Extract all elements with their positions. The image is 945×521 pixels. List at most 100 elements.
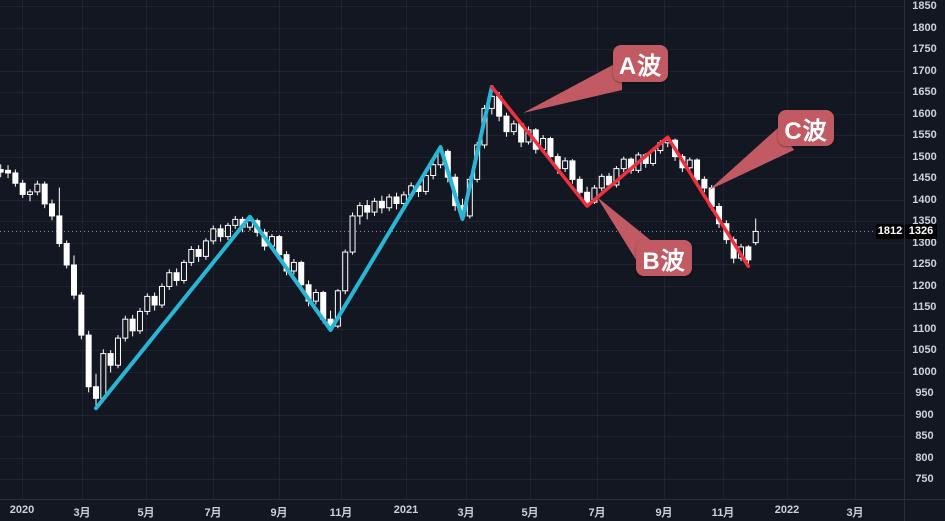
candle[interactable]: [422, 172, 429, 195]
candle[interactable]: [378, 195, 385, 214]
candle[interactable]: [364, 200, 371, 220]
candle[interactable]: [752, 218, 759, 246]
time-axis-label: 3月: [73, 507, 91, 519]
candle[interactable]: [576, 176, 583, 197]
candle[interactable]: [298, 260, 305, 290]
candle[interactable]: [745, 245, 752, 267]
candle[interactable]: [686, 157, 693, 171]
candle-body: [364, 205, 371, 213]
candle[interactable]: [27, 189, 34, 202]
candle[interactable]: [290, 258, 297, 275]
correction-wave-line[interactable]: [490, 85, 751, 269]
price-axis[interactable]: 1850 1800 1750 1700 1650 1600 1550 1500 1450 1400…: [904, 0, 945, 499]
price-axis-label: 1500: [912, 150, 937, 163]
candle[interactable]: [34, 180, 41, 196]
candle[interactable]: [158, 283, 165, 309]
candle[interactable]: [510, 120, 517, 136]
candle-body: [12, 172, 19, 184]
candle[interactable]: [569, 159, 576, 184]
candle[interactable]: [136, 308, 143, 334]
candle-body: [371, 200, 378, 213]
candle[interactable]: [349, 212, 356, 255]
candle[interactable]: [598, 173, 605, 191]
candle[interactable]: [19, 179, 26, 198]
candle[interactable]: [356, 202, 363, 225]
candle-body: [620, 158, 627, 170]
wave-a-badge[interactable]: A波: [613, 45, 668, 82]
candle[interactable]: [188, 246, 195, 266]
candle[interactable]: [312, 289, 319, 305]
candle-body: [34, 183, 41, 193]
candle[interactable]: [71, 255, 77, 300]
price-axis-label: 1800: [912, 21, 937, 34]
candle-body: [701, 178, 708, 189]
candle[interactable]: [92, 373, 99, 409]
time-axis-label: 7月: [204, 507, 222, 519]
candle[interactable]: [562, 157, 569, 173]
candle[interactable]: [584, 186, 591, 207]
candle[interactable]: [386, 194, 393, 212]
candle-body: [107, 353, 114, 366]
time-axis-label: 7月: [588, 507, 606, 519]
candle[interactable]: [114, 335, 121, 369]
wave-b-badge[interactable]: B波: [636, 240, 692, 276]
candle[interactable]: [63, 240, 70, 269]
candle[interactable]: [195, 245, 202, 262]
time-axis[interactable]: 2020 3月 5月 7月 9月 11月 2021 3月 5月 7月 9月 11月 2022 3月: [0, 499, 945, 521]
candle[interactable]: [129, 314, 136, 337]
candle[interactable]: [107, 350, 114, 373]
candle-body: [180, 261, 187, 281]
candle-body: [510, 123, 517, 133]
candle-body: [562, 160, 569, 170]
candle[interactable]: [430, 161, 437, 180]
impulse-wave-line[interactable]: [93, 84, 494, 411]
candle[interactable]: [232, 215, 239, 229]
candle[interactable]: [5, 165, 12, 179]
candle[interactable]: [173, 268, 180, 286]
candle[interactable]: [122, 315, 129, 342]
candle[interactable]: [12, 169, 19, 187]
price-axis-label: 1700: [912, 64, 937, 77]
candle[interactable]: [41, 181, 48, 209]
candle[interactable]: [85, 330, 92, 393]
candle-body: [63, 242, 70, 266]
candle[interactable]: [620, 156, 627, 173]
annotation-tail: [709, 127, 794, 190]
candle[interactable]: [224, 222, 231, 241]
candle-body: [158, 285, 165, 306]
candle[interactable]: [166, 269, 173, 290]
candle[interactable]: [78, 292, 85, 340]
candle[interactable]: [694, 158, 701, 184]
price-axis-label: 1550: [912, 129, 937, 142]
wave-c-badge[interactable]: C波: [778, 110, 834, 146]
candle[interactable]: [0, 164, 4, 178]
candle-body: [210, 228, 217, 242]
candle[interactable]: [49, 199, 56, 221]
candle-body: [503, 115, 510, 133]
candle[interactable]: [342, 249, 349, 295]
price-axis-label: 1150: [912, 301, 937, 314]
candle-body: [386, 196, 393, 209]
price-axis-label: 1000: [912, 365, 937, 378]
candle-body: [694, 159, 701, 180]
candle[interactable]: [56, 187, 63, 247]
candle[interactable]: [334, 289, 341, 329]
price-axis-label: 1100: [912, 322, 937, 335]
candle[interactable]: [547, 136, 554, 161]
candle[interactable]: [180, 259, 187, 284]
candle[interactable]: [393, 192, 400, 210]
candle[interactable]: [202, 238, 209, 260]
candle-body: [422, 175, 429, 192]
candle-body: [188, 249, 195, 263]
candle-body: [349, 215, 356, 253]
wave-c-label: C波: [784, 117, 828, 145]
candle[interactable]: [371, 197, 378, 216]
candle[interactable]: [701, 176, 708, 193]
candle[interactable]: [210, 225, 217, 245]
candle[interactable]: [151, 292, 158, 311]
candle-body: [400, 194, 407, 204]
candle[interactable]: [144, 293, 151, 315]
candle[interactable]: [217, 224, 224, 242]
candle[interactable]: [503, 112, 510, 137]
